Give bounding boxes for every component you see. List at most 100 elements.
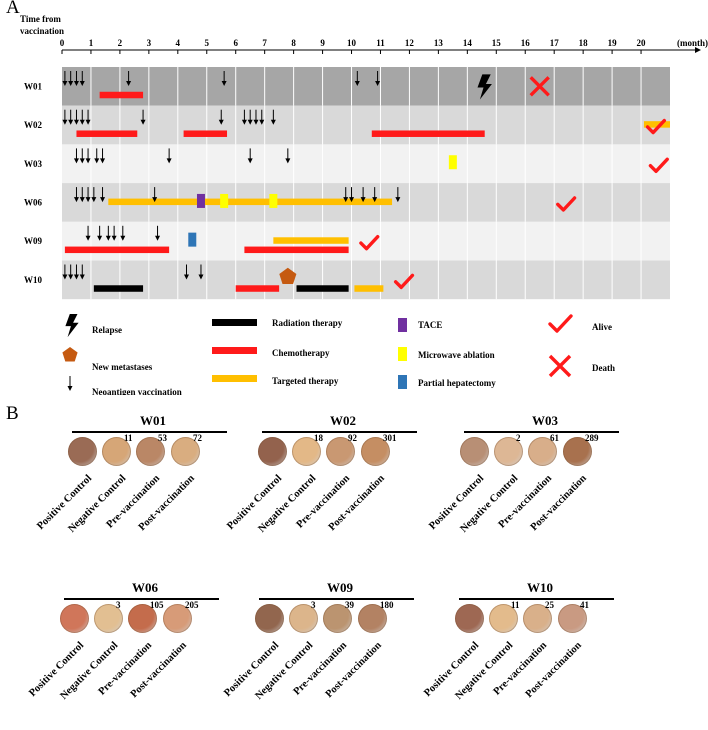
elispot-group-bracket bbox=[459, 598, 614, 600]
elispot-group-title: W10 bbox=[527, 580, 553, 595]
elispot-group-w01: W01 Positive Control 11 Negative Control 53 P… bbox=[35, 413, 238, 563]
vaccination-arrow bbox=[166, 148, 172, 164]
legend-tace-swatch bbox=[398, 318, 407, 332]
elispot-group-w03: W03 Positive Control 2 Negative Control 61 Pr… bbox=[427, 413, 630, 563]
patient-label: W03 bbox=[24, 159, 43, 169]
time-axis-arrowhead bbox=[695, 47, 701, 53]
elispot-well bbox=[563, 437, 592, 466]
microwave-marker bbox=[448, 155, 457, 170]
legend-hepatectomy-swatch bbox=[398, 375, 407, 389]
vaccination-arrow bbox=[259, 109, 265, 125]
vaccination-arrow bbox=[100, 187, 106, 203]
vaccination-arrow bbox=[73, 148, 79, 164]
elispot-well bbox=[289, 604, 318, 633]
axis-tick-label: 10 bbox=[347, 38, 357, 48]
spot-count: 301 bbox=[383, 433, 397, 443]
vaccination-arrow bbox=[198, 264, 204, 280]
elispot-well bbox=[163, 604, 192, 633]
vaccination-arrow bbox=[372, 187, 378, 203]
alive-check bbox=[648, 157, 669, 173]
legend-radiation-swatch bbox=[212, 319, 257, 326]
spot-count: 61 bbox=[550, 433, 559, 443]
vaccination-arrow bbox=[111, 225, 117, 241]
well-label: Negative Control bbox=[255, 473, 318, 535]
elispot-group-w10: W10 Positive Control 11 Negative Control 25 P… bbox=[422, 580, 625, 730]
patient-band bbox=[62, 260, 670, 300]
spot-count: 53 bbox=[158, 433, 167, 443]
elispot-well bbox=[326, 437, 355, 466]
elispot-well bbox=[136, 437, 165, 466]
elispot-well bbox=[258, 437, 287, 466]
patient-band bbox=[62, 144, 670, 184]
axis-tick-label: 5 bbox=[205, 38, 210, 48]
vaccination-arrow bbox=[395, 187, 401, 203]
elispot-well bbox=[292, 437, 321, 466]
elispot-well bbox=[323, 604, 352, 633]
axis-tick-label: 4 bbox=[176, 38, 181, 48]
elispot-group-w09: W09 Positive Control 3 Negative Control 39 Pr… bbox=[222, 580, 425, 730]
vaccination-arrow bbox=[79, 109, 85, 125]
vaccination-arrow bbox=[247, 148, 253, 164]
elispot-group-w06: W06 Positive Control 3 Negative Control 105 P… bbox=[27, 580, 230, 730]
vaccination-arrow bbox=[218, 109, 224, 125]
patient-row-w03: W03 bbox=[24, 144, 670, 184]
elispot-well bbox=[171, 437, 200, 466]
vaccination-arrow bbox=[79, 264, 85, 280]
legend-chemo-swatch bbox=[212, 347, 257, 354]
patient-row-w09: W09 bbox=[24, 221, 670, 261]
vaccination-arrow bbox=[62, 264, 68, 280]
targeted-bar bbox=[108, 198, 393, 206]
spot-count: 11 bbox=[511, 600, 520, 610]
radiation-bar bbox=[296, 285, 349, 292]
death-cross bbox=[529, 76, 550, 97]
spot-count: 180 bbox=[380, 600, 394, 610]
vaccination-arrow bbox=[79, 187, 85, 203]
microwave-marker bbox=[220, 193, 229, 208]
vaccination-arrow bbox=[73, 71, 79, 86]
vaccination-arrow bbox=[68, 109, 74, 125]
axis-tick-label: 12 bbox=[405, 38, 415, 48]
axis-tick-label: 14 bbox=[463, 38, 473, 48]
alive-check bbox=[645, 118, 667, 135]
patient-label: W01 bbox=[24, 81, 43, 91]
elispot-group-bracket bbox=[64, 598, 219, 600]
vaccination-arrow bbox=[349, 187, 355, 203]
vaccination-arrow bbox=[120, 225, 126, 241]
radiation-bar bbox=[93, 285, 144, 292]
vaccination-arrow bbox=[68, 264, 74, 280]
legend-metastases-icon bbox=[62, 347, 78, 362]
spot-count: 41 bbox=[580, 600, 589, 610]
axis-tick-label: 9 bbox=[320, 38, 325, 48]
elispot-well bbox=[558, 604, 587, 633]
vaccination-arrow bbox=[343, 187, 349, 203]
chemo-bar bbox=[244, 246, 349, 254]
vaccination-arrow bbox=[253, 109, 259, 125]
well-label: Negative Control bbox=[457, 473, 520, 535]
elispot-well bbox=[102, 437, 131, 466]
spot-count: 39 bbox=[345, 600, 354, 610]
vaccination-arrow bbox=[68, 71, 74, 86]
axis-tick-label: 11 bbox=[376, 38, 385, 48]
targeted-bar bbox=[273, 237, 349, 244]
elispot-group-bracket bbox=[72, 431, 227, 433]
elispot-well bbox=[528, 437, 557, 466]
elispot-well bbox=[358, 604, 387, 633]
axis-tick-label: 17 bbox=[550, 38, 560, 48]
vaccination-arrow bbox=[79, 71, 85, 86]
spot-count: 11 bbox=[124, 433, 133, 443]
axis-tick-label: 18 bbox=[579, 38, 589, 48]
patient-label: W02 bbox=[24, 120, 43, 130]
legend-vaccination-icon bbox=[67, 376, 73, 391]
vaccination-arrow bbox=[183, 264, 189, 280]
patient-band bbox=[62, 105, 670, 145]
vaccination-arrow bbox=[85, 148, 91, 164]
chemo-bar bbox=[64, 246, 170, 254]
spot-count: 3 bbox=[311, 600, 316, 610]
spot-count: 72 bbox=[193, 433, 202, 443]
elispot-group-title: W09 bbox=[327, 580, 353, 595]
legend-vaccination-label: Neoantigen vaccination bbox=[92, 387, 182, 395]
legend-alive-label: Alive bbox=[592, 322, 612, 332]
elispot-group-title: W06 bbox=[132, 580, 158, 595]
patient-row-w10: W10 bbox=[24, 260, 670, 300]
legend-microwave-label: Microwave ablation bbox=[418, 350, 495, 360]
